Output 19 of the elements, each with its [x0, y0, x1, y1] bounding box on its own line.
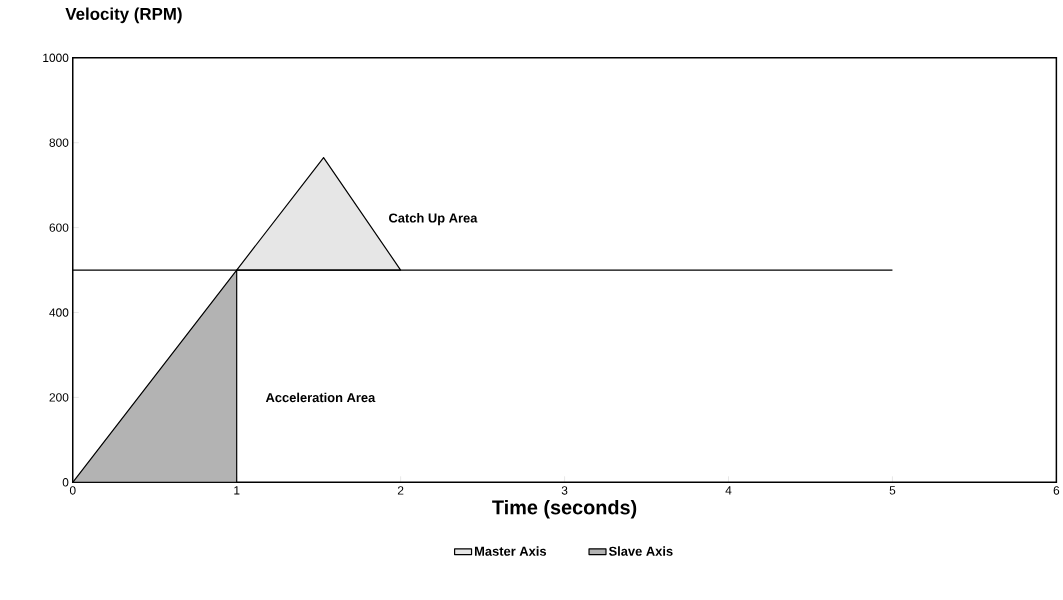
y-tick-label: 0 [62, 478, 69, 487]
x-tick-label: 5 [889, 486, 896, 495]
x-tick-label: 0 [69, 486, 76, 495]
annotation: Acceleration Area [265, 392, 376, 403]
x-tick-label: 2 [397, 486, 404, 495]
x-tick-label: 3 [561, 486, 568, 495]
y-tick-label: 200 [49, 393, 69, 402]
y-tick-label: 800 [49, 138, 69, 147]
x-axis-title: Time (seconds) [492, 499, 637, 519]
y-tick-label: 1000 [43, 53, 69, 63]
legend-label: Slave Axis [608, 546, 673, 556]
x-tick-label: 1 [234, 486, 240, 495]
y-tick-label: 600 [49, 223, 69, 232]
legend-label: Master Axis [474, 546, 547, 556]
chart-title: Velocity (RPM) [65, 7, 182, 24]
annotation: Catch Up Area [389, 213, 478, 226]
x-tick-label: 4 [725, 486, 732, 495]
y-tick-label: 400 [49, 308, 69, 317]
x-tick-label: 6 [1053, 486, 1060, 495]
